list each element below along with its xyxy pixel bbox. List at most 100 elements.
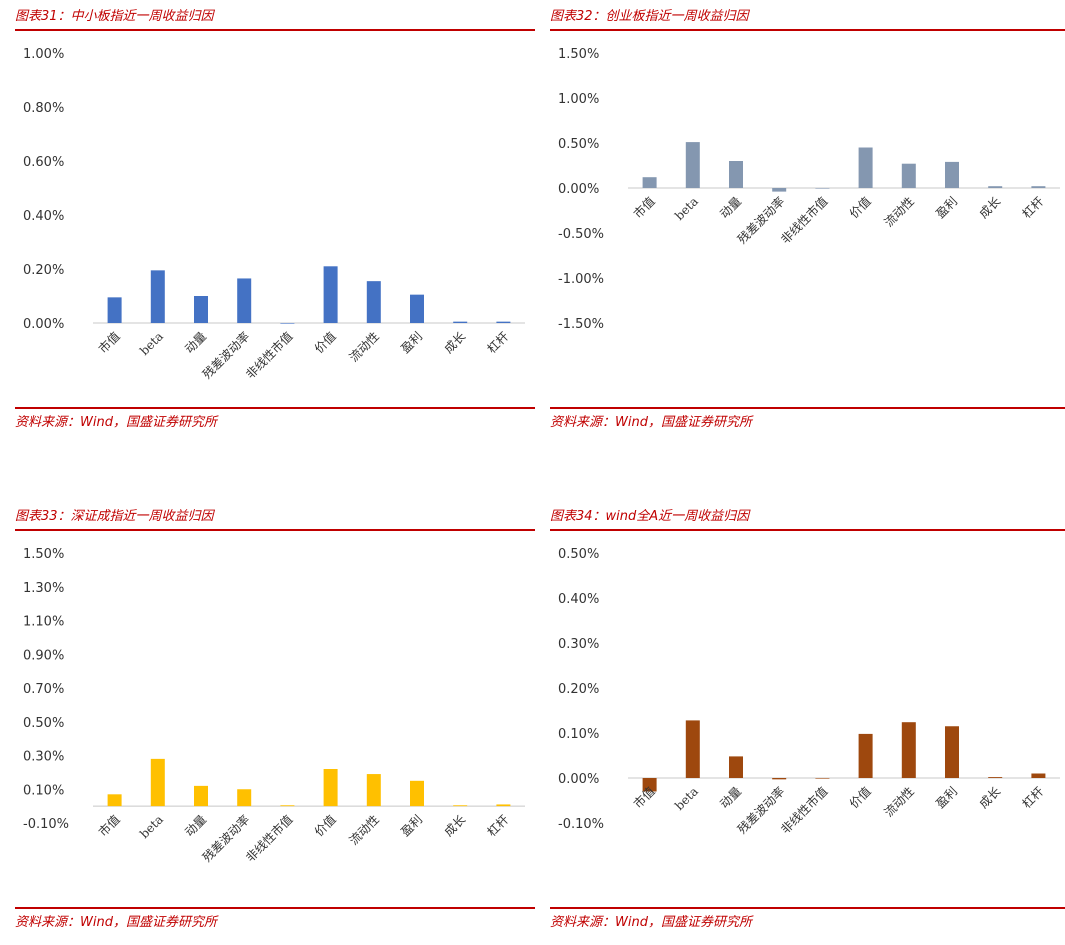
category-label: 杠杆 <box>484 812 512 840</box>
category-label: 盈利 <box>398 812 425 839</box>
source-note: 资料来源：Wind，国盛证券研究所 <box>15 415 217 430</box>
y-tick-label: 0.20% <box>23 263 64 278</box>
bar <box>107 297 122 323</box>
bar-chart: 1.50% 1.30% 1.10% 0.90% 0.70% 0.50% 0.30% 0.10%… <box>23 547 525 865</box>
bar <box>323 769 338 807</box>
y-tick-label: -0.50% <box>558 227 604 242</box>
y-tick-label: 0.40% <box>558 592 599 607</box>
figure-title: 图表34：wind全A近一周收益归因 <box>550 509 750 524</box>
bar <box>237 278 252 323</box>
y-tick-label: 0.70% <box>23 682 64 697</box>
category-label: 非线性市值 <box>777 784 830 837</box>
bar <box>453 805 468 807</box>
bar <box>150 758 165 807</box>
category-label: 盈利 <box>933 194 960 221</box>
category-label: 成长 <box>441 329 468 356</box>
category-label: 动量 <box>182 812 209 839</box>
y-tick-label: 0.30% <box>23 750 64 765</box>
bar <box>366 281 381 323</box>
category-label: 市值 <box>95 812 123 840</box>
y-tick-label: -1.00% <box>558 272 604 287</box>
bottom-rule <box>15 907 535 909</box>
chart-panel-1: 图表31：中小板指近一周收益归因 1.00% 0.80% 0.60% 0.40% 0.2… <box>15 5 535 445</box>
y-tick-label: 0.50% <box>558 137 599 152</box>
bottom-rule <box>15 407 535 409</box>
bar <box>729 161 743 188</box>
category-label: 成长 <box>976 784 1003 811</box>
category-label: 杠杆 <box>1019 194 1047 222</box>
category-label: 非线性市值 <box>242 812 295 865</box>
bar <box>945 161 959 188</box>
y-tick-label: 0.50% <box>558 547 599 562</box>
category-label: 成长 <box>441 812 468 839</box>
bar <box>410 780 424 807</box>
y-tick-label: 0.60% <box>23 155 64 170</box>
y-tick-label: 1.00% <box>23 47 64 62</box>
y-tick-label: 1.30% <box>23 581 64 596</box>
figure-title: 图表32：创业板指近一周收益归因 <box>550 9 749 24</box>
category-label: 动量 <box>717 194 744 221</box>
y-tick-label: 0.90% <box>23 648 64 663</box>
category-label: 流动性 <box>882 194 917 229</box>
bar <box>1031 773 1046 778</box>
bar <box>194 296 208 323</box>
category-label: 价值 <box>311 812 339 840</box>
bar <box>280 323 295 324</box>
category-label: 盈利 <box>398 329 425 356</box>
y-tick-label: 1.00% <box>558 92 599 107</box>
y-tick-label: 0.20% <box>558 682 599 697</box>
y-tick-label: 0.10% <box>23 783 64 798</box>
source-note: 资料来源：Wind，国盛证券研究所 <box>550 415 752 430</box>
category-label: 杠杆 <box>484 329 512 357</box>
category-label: beta <box>137 812 166 841</box>
y-tick-label: -1.50% <box>558 317 604 332</box>
category-label: 流动性 <box>347 812 382 847</box>
bar <box>237 789 252 807</box>
bar <box>1031 186 1046 188</box>
category-label: 成长 <box>976 194 1003 221</box>
category-label: 动量 <box>182 329 209 356</box>
y-tick-label: 0.50% <box>23 716 64 731</box>
source-note: 资料来源：Wind，国盛证券研究所 <box>550 915 752 930</box>
y-tick-label: 0.00% <box>23 317 64 332</box>
top-rule <box>15 529 535 531</box>
y-tick-label: 0.30% <box>558 637 599 652</box>
bar <box>901 722 916 778</box>
bar <box>815 188 830 189</box>
y-tick-label: 1.50% <box>23 547 64 562</box>
chart-panel-3: 图表33：深证成指近一周收益归因 1.50% 1.30% 1.10% 0.90% 0.7… <box>15 505 535 945</box>
y-tick-label: -0.10% <box>558 817 604 832</box>
bottom-rule <box>550 407 1065 409</box>
bar <box>280 805 295 807</box>
bar <box>858 733 873 778</box>
category-label: 流动性 <box>347 329 382 364</box>
category-label: 市值 <box>630 194 658 222</box>
bar <box>453 321 468 323</box>
bar <box>858 147 873 188</box>
category-label: 非线性市值 <box>777 194 830 247</box>
bar <box>496 321 511 323</box>
y-tick-label: 0.80% <box>23 101 64 116</box>
bar <box>323 266 338 323</box>
bar <box>729 756 743 778</box>
figure-title: 图表33：深证成指近一周收益归因 <box>15 509 214 524</box>
top-rule <box>550 29 1065 31</box>
bar <box>496 804 511 807</box>
bar <box>107 794 122 807</box>
category-label: beta <box>672 784 701 813</box>
category-label: 盈利 <box>933 784 960 811</box>
figure-title: 图表31：中小板指近一周收益归因 <box>15 9 214 24</box>
bar <box>685 142 700 188</box>
bar-chart: 1.00%0.80%0.60%0.40%0.20%0.00%市值 beta 动量残差… <box>23 47 525 382</box>
category-label: 价值 <box>846 784 874 812</box>
y-tick-label: 1.50% <box>558 47 599 62</box>
y-tick-label: 0.00% <box>558 182 599 197</box>
bar <box>366 774 381 807</box>
y-tick-label: 0.40% <box>23 209 64 224</box>
bar-chart: 0.50%0.40%0.30%0.20%0.10%0.00%-0.10%市值 be… <box>558 547 1060 837</box>
category-label: 流动性 <box>882 784 917 819</box>
y-tick-label: -0.10% <box>23 817 69 832</box>
category-label: 非线性市值 <box>242 329 295 382</box>
category-label: beta <box>672 194 701 223</box>
bar <box>194 785 208 807</box>
